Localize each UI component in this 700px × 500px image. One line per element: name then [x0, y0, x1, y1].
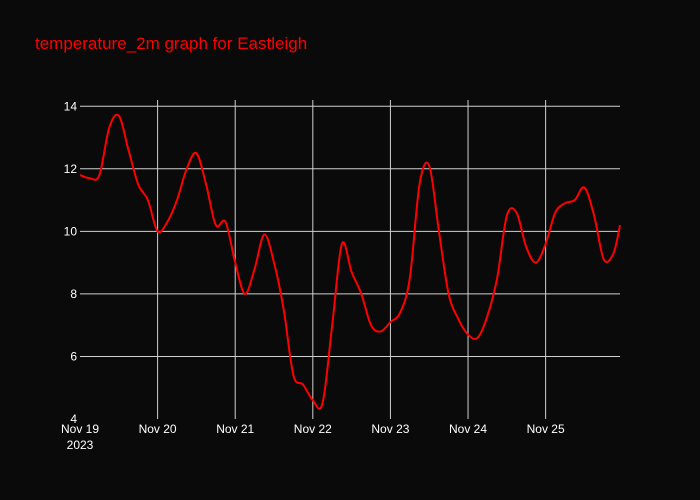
x-tick-sublabel: 2023: [67, 438, 94, 452]
x-tick-label: Nov 20: [139, 422, 177, 436]
x-tick-label: Nov 23: [371, 422, 409, 436]
y-tick-label: 6: [70, 349, 77, 363]
y-tick-label: 4: [70, 412, 77, 426]
y-tick-label: 14: [64, 99, 78, 113]
series-line: [79, 113, 621, 410]
x-tick-label: Nov 19: [61, 422, 99, 436]
x-tick-label: Nov 25: [527, 422, 565, 436]
x-tick-label: Nov 21: [216, 422, 254, 436]
x-tick-label: Nov 22: [294, 422, 332, 436]
y-tick-label: 8: [70, 287, 77, 301]
y-tick-label: 10: [64, 224, 78, 238]
x-tick-label: Nov 24: [449, 422, 487, 436]
y-tick-label: 12: [64, 162, 78, 176]
chart-title: temperature_2m graph for Eastleigh: [35, 34, 308, 53]
